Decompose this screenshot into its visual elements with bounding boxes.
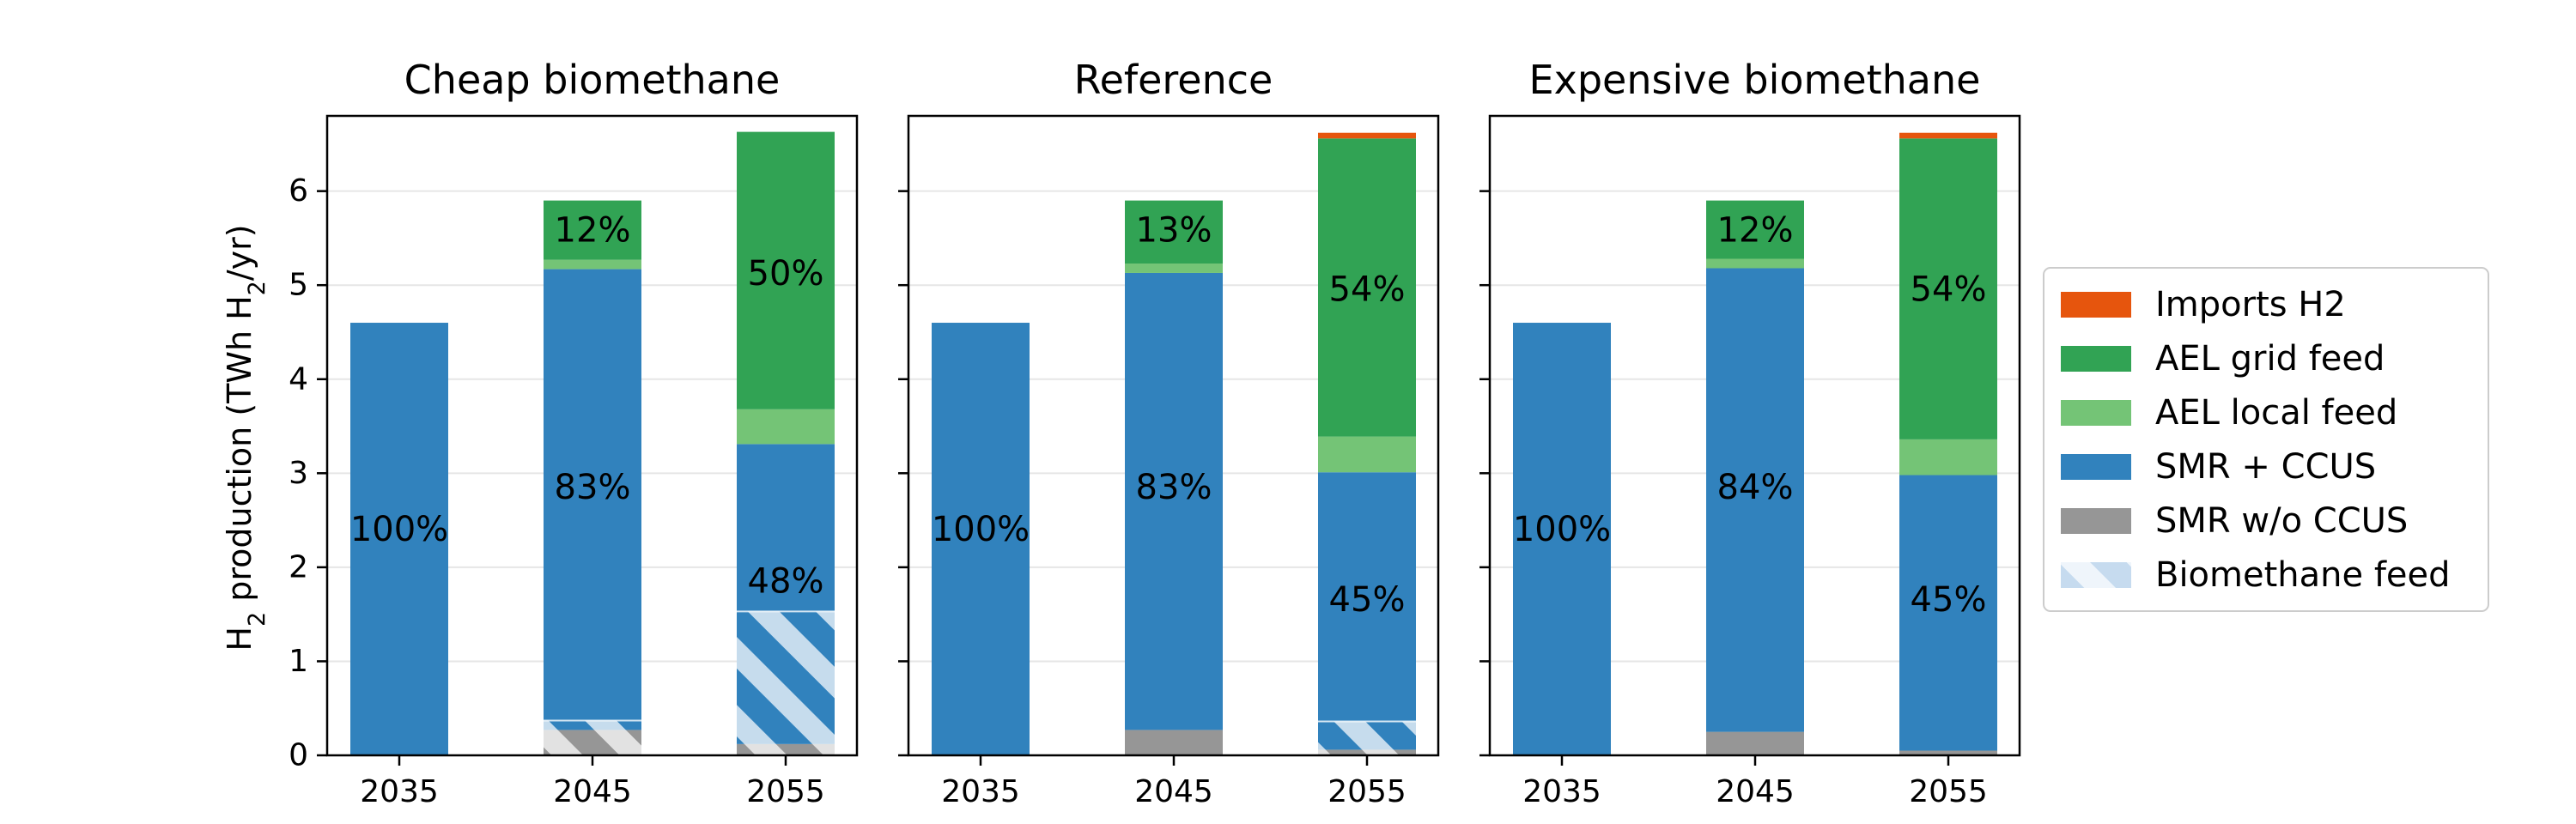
panel-cheap-biomethane: 2035 2045 2055 100% 83% 12% 48% 50% 0 1 2 3 4 5 6 Cheap… [289,57,859,809]
y-tick-label: 0 [289,738,308,773]
biomethane-feed-overlay-2045 [544,720,641,755]
bar-share-label: 50% [748,254,824,294]
y-tick-label: 6 [289,173,308,209]
y-tick-label: 4 [289,361,308,397]
bar-segment-smr-ccus-2045 [544,269,641,730]
bar-share-label: 48% [748,561,824,601]
bar-segment-ael-local-feed-2055 [737,409,835,445]
bar-share-label: 13% [1136,211,1212,251]
x-tick-label: 2035 [941,774,1020,809]
biomethane-feed-overlay-2055 [737,611,835,755]
bar-segment-smr-ccus-2045 [1125,272,1223,730]
x-tick-label: 2045 [553,774,632,809]
bar-segment-ael-grid-feed-2055 [1318,138,1416,437]
bar-segment-smr-ccus-2045 [1706,268,1804,732]
bar-segment-ael-local-feed-2045 [544,259,641,270]
bar-share-label: 45% [1329,580,1406,620]
bar-share-label: 54% [1329,270,1406,310]
legend: Imports H2 AEL grid feed AEL local feed SMR… [2043,267,2489,612]
bar-share-label: 83% [555,468,631,507]
panel-title: Reference [1074,57,1273,103]
legend-swatch-smr-w-o-ccus [2061,508,2131,534]
bar-segment-ael-grid-feed-2045 [544,200,641,260]
bar-segment-ael-grid-feed-2055 [1899,138,1997,439]
bar-share-label: 12% [555,211,631,251]
bar-segment-smr-w-o-ccus-2055 [1899,750,1997,755]
bar-segment-smr-ccus-2035 [932,323,1030,755]
legend-label-imports-h2: Imports H2 [2155,285,2346,324]
bar-share-label: 54% [1911,270,1987,310]
bar-share-label: 84% [1717,468,1794,507]
x-tick-label: 2045 [1134,774,1213,809]
bar-segment-ael-local-feed-2055 [1899,439,1997,476]
bar-segment-ael-local-feed-2045 [1125,264,1223,273]
legend-swatch-imports-h2 [2061,292,2131,318]
x-tick-label: 2055 [1327,774,1406,809]
x-tick-label: 2035 [360,774,439,809]
x-tick-label: 2045 [1716,774,1795,809]
legend-label-biomethane-feed: Biomethane feed [2155,555,2451,595]
y-axis-label: H2 production (TWh H2/yr) [221,224,270,651]
panel-frame [907,114,1440,757]
y-tick-label: 5 [289,268,308,303]
panel-title: Cheap biomethane [404,57,781,103]
y-tick-label: 3 [289,456,308,491]
bar-segment-imports-h2-2055 [1899,132,1997,139]
y-tick-label: 1 [289,644,308,679]
bar-segment-smr-w-o-ccus-2045 [1125,730,1223,755]
bar-segment-imports-h2-2055 [1318,132,1416,139]
bar-segment-smr-w-o-ccus-2045 [1706,731,1804,755]
legend-box [2043,267,2489,612]
bar-share-label: 83% [1136,468,1212,507]
bar-segment-smr-ccus-2055 [1318,472,1416,750]
legend-swatch-hatch [2061,562,2131,588]
legend-swatch-ael-grid-feed [2061,346,2131,372]
y-tick-label: 2 [289,549,308,585]
x-tick-label: 2055 [746,774,825,809]
biomethane-feed-overlay-2055 [1318,721,1416,755]
legend-label-smr-w-o-ccus: SMR w/o CCUS [2155,501,2408,541]
legend-swatch-ael-local-feed [2061,400,2131,426]
legend-label-ael-local-feed: AEL local feed [2155,393,2397,433]
bar-segment-smr-ccus-2055 [1899,475,1997,751]
panel-frame [325,114,859,757]
bar-segment-ael-grid-feed-2045 [1706,200,1804,259]
panel-title: Expensive biomethane [1529,57,1981,103]
panel-frame [1488,114,2021,757]
bar-share-label: 45% [1911,580,1987,620]
bar-share-label: 100% [932,510,1030,549]
bar-share-label: 100% [1513,510,1611,549]
bar-share-label: 12% [1717,211,1794,251]
bar-share-label: 100% [350,510,448,549]
x-tick-label: 2055 [1909,774,1988,809]
bar-segment-smr-ccus-2035 [350,323,448,755]
bar-segment-ael-grid-feed-2045 [1125,200,1223,264]
bar-segment-ael-local-feed-2055 [1318,436,1416,473]
legend-label-ael-grid-feed: AEL grid feed [2155,339,2385,379]
panel-expensive-biomethane: 2035 2045 2055 100% 84% 12% 45% 54% Expensive bi… [1479,57,2021,809]
bar-segment-smr-ccus-2035 [1513,323,1611,755]
legend-swatch-smr-ccus [2061,454,2131,480]
bar-segment-ael-local-feed-2045 [1706,258,1804,269]
x-tick-label: 2035 [1522,774,1601,809]
legend-label-smr-ccus: SMR + CCUS [2155,447,2376,487]
bar-segment-ael-grid-feed-2055 [737,131,835,409]
panel-reference: 2035 2045 2055 100% 83% 13% 45% 54% Reference [898,57,1440,809]
